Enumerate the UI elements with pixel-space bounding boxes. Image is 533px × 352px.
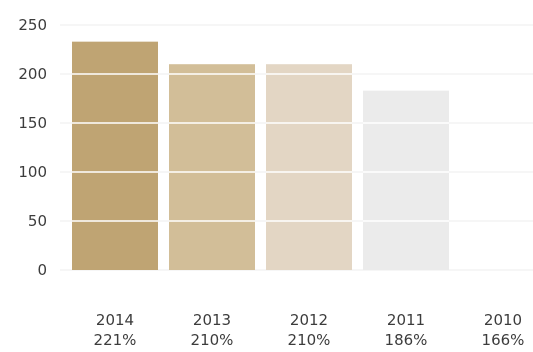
y-tick-label: 150 (18, 114, 47, 132)
x-axis-labels: 2014 221% 2013 210% 2012 210% 2011 186% 2010 166% (94, 311, 525, 349)
x-tick-label: 2011 (387, 311, 425, 329)
y-tick-label: 250 (18, 16, 47, 34)
x-tick-sublabel: 166% (482, 331, 525, 349)
x-tick-label: 2013 (193, 311, 231, 329)
x-tick-label: 2010 (484, 311, 522, 329)
bar-2013 (169, 64, 255, 270)
bar-2014 (72, 41, 158, 270)
bars (72, 41, 449, 270)
x-tick-sublabel: 210% (191, 331, 234, 349)
y-tick-label: 100 (18, 163, 47, 181)
y-tick-label: 200 (18, 65, 47, 83)
x-tick-sublabel: 221% (94, 331, 137, 349)
bar-2011 (363, 90, 449, 270)
bar-overlay-gridlines (72, 73, 449, 222)
x-tick-label: 2014 (96, 311, 134, 329)
bar-2012 (266, 64, 352, 270)
x-tick-label: 2012 (290, 311, 328, 329)
y-axis-ticks: 0 50 100 150 200 250 (18, 16, 47, 279)
y-tick-label: 0 (37, 261, 47, 279)
y-tick-label: 50 (28, 212, 47, 230)
x-tick-sublabel: 186% (385, 331, 428, 349)
x-tick-sublabel: 210% (288, 331, 331, 349)
